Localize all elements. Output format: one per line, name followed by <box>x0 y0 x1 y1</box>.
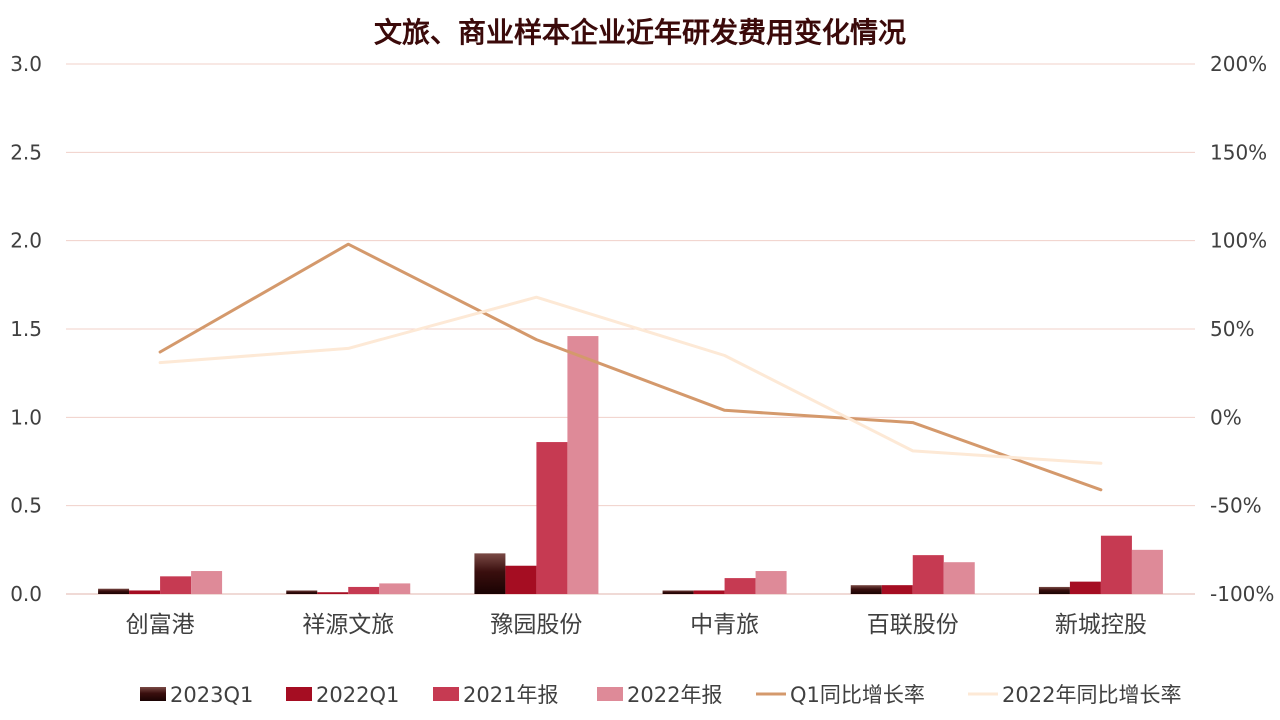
bar-2022- <box>1131 549 1163 594</box>
chart-title: 文旅、商业样本企业近年研发费用变化情况 <box>374 16 906 49</box>
bar-2022q1 <box>505 565 537 594</box>
legend-swatch <box>286 687 312 701</box>
bar-2023q1 <box>850 585 882 594</box>
x-axis: 创富港 祥源文旅 豫园股份 中青旅 百联股份 新城控股 <box>126 612 1147 638</box>
bar-2022q1 <box>129 590 161 594</box>
x-tick-label: 新城控股 <box>1055 612 1147 638</box>
line-series-2 <box>158 295 1103 465</box>
legend-label: 2021年报 <box>463 683 558 707</box>
lines <box>158 242 1103 492</box>
y-right-tick-label: 0% <box>1210 405 1242 429</box>
bar-2022q1 <box>693 590 725 594</box>
legend-swatch <box>140 687 166 701</box>
y-left-tick-label: 2.5 <box>10 140 42 164</box>
legend-swatch <box>597 687 623 701</box>
y-left-tick-label: 1.0 <box>10 405 42 429</box>
x-tick-label: 百联股份 <box>867 612 959 638</box>
legend-swatch <box>433 687 459 701</box>
y-left-tick-label: 0.5 <box>10 494 42 518</box>
y-left-tick-label: 1.5 <box>10 317 42 341</box>
y-right-tick-label: 200% <box>1210 52 1267 76</box>
legend-label: 2022Q1 <box>316 683 399 707</box>
bar-2023q1 <box>1038 586 1070 594</box>
x-tick-label: 中青旅 <box>690 612 759 638</box>
legend-label: 2022年同比增长率 <box>1002 683 1181 707</box>
bar-2022- <box>567 336 599 594</box>
bar-2022- <box>755 571 787 594</box>
bar-2023q1 <box>662 590 694 594</box>
x-tick-label: 祥源文旅 <box>302 612 394 638</box>
bar-2021- <box>1100 535 1132 594</box>
legend-label: 2022年报 <box>627 683 722 707</box>
bar-2023q1 <box>286 590 318 594</box>
legend-label: 2023Q1 <box>170 683 253 707</box>
bar-2022q1 <box>1069 581 1101 594</box>
y-left-tick-label: 2.0 <box>10 229 42 253</box>
y-axis-right: -100% -50% 0% 50% 100% 150% 200% <box>1210 52 1274 606</box>
gridlines <box>66 63 1195 595</box>
bar-2023q1 <box>98 588 130 594</box>
bar-2021- <box>160 576 192 594</box>
x-tick-label: 创富港 <box>126 612 195 638</box>
y-right-tick-label: -50% <box>1210 494 1262 518</box>
bar-2022q1 <box>317 592 349 594</box>
legend-label: Q1同比增长率 <box>790 683 925 707</box>
y-right-tick-label: -100% <box>1210 582 1274 606</box>
y-left-tick-label: 3.0 <box>10 52 42 76</box>
bar-2022- <box>191 571 223 594</box>
y-right-tick-label: 150% <box>1210 140 1267 164</box>
y-left-tick-label: 0.0 <box>10 582 42 606</box>
bar-2021- <box>724 578 756 594</box>
bar-2021- <box>348 586 380 594</box>
bar-2023q1 <box>474 553 506 594</box>
y-right-tick-label: 100% <box>1210 229 1267 253</box>
legend: 2023Q1 2022Q1 2021年报 2022年报 Q1同比增长率 2022年同比增长… <box>140 683 1181 707</box>
y-axis-left: 0.0 0.5 1.0 1.5 2.0 2.5 3.0 <box>10 52 42 606</box>
x-tick-label: 豫园股份 <box>490 612 582 638</box>
bars <box>98 336 1163 594</box>
bar-2022q1 <box>881 585 913 594</box>
bar-2021- <box>536 442 568 594</box>
y-right-tick-label: 50% <box>1210 317 1254 341</box>
line-series-1 <box>158 242 1103 492</box>
bar-2021- <box>912 555 944 594</box>
bar-2022- <box>943 562 975 594</box>
bar-2022- <box>379 583 411 594</box>
